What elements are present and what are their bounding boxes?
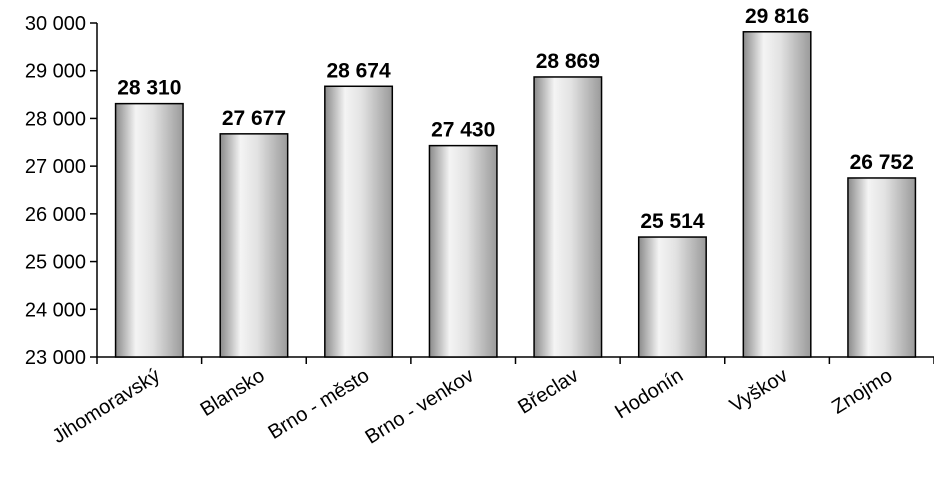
category-label: Znojmo (828, 365, 896, 419)
bar (428, 144, 498, 358)
y-axis: 23 000 24 000 25 000 26 000 27 000 28 000 29 0… (25, 13, 98, 369)
bar (533, 76, 603, 358)
bar (637, 236, 707, 358)
bar-value-label: 26 752 (850, 151, 914, 174)
category-label: Hodonín (611, 365, 687, 424)
bar-value-label: 28 869 (536, 50, 600, 73)
y-tick-label: 30 000 (25, 13, 86, 35)
bar (847, 177, 917, 358)
category-label: Jihomoravský (49, 365, 164, 448)
y-tick-label: 27 000 (25, 156, 86, 178)
x-axis (96, 356, 934, 364)
bar (114, 102, 184, 358)
bars (114, 31, 917, 358)
category-label: Blansko (197, 365, 269, 421)
bar-value-label: 27 677 (222, 107, 286, 130)
bar (219, 133, 289, 358)
category-label: Brno - město (264, 365, 373, 444)
value-labels: 28 310 27 677 28 674 27 430 28 869 25 514 29 8… (117, 5, 914, 233)
bar (742, 31, 812, 358)
bar-value-label: 28 310 (117, 77, 181, 100)
y-tick-label: 24 000 (25, 299, 86, 321)
bar-value-label: 28 674 (326, 59, 391, 82)
y-tick-label: 23 000 (25, 347, 86, 369)
bar-value-label: 29 816 (745, 5, 809, 28)
category-label: Brno - venkov (362, 365, 478, 449)
y-tick-label: 28 000 (25, 108, 86, 130)
category-label: Vyškov (726, 365, 792, 417)
y-tick-label: 29 000 (25, 61, 86, 83)
category-label: Břeclav (514, 365, 582, 419)
bar (324, 85, 394, 358)
y-tick-label: 26 000 (25, 204, 86, 226)
y-tick-label: 25 000 (25, 252, 86, 274)
bar-value-label: 25 514 (640, 210, 705, 233)
bar-value-label: 27 430 (431, 119, 495, 142)
